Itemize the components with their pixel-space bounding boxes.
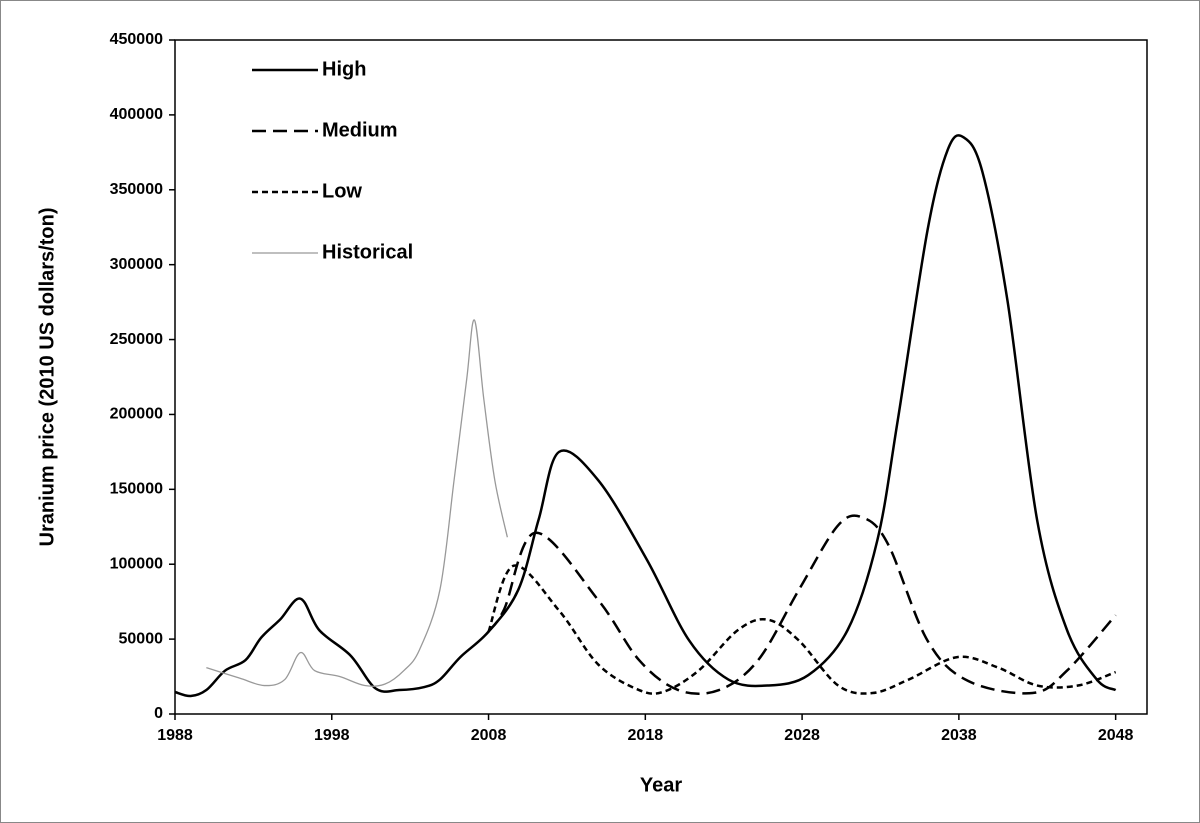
series-line xyxy=(206,319,508,687)
x-axis-label: Year xyxy=(640,774,682,796)
legend-label: High xyxy=(322,58,366,80)
x-tick-label: 1988 xyxy=(157,727,193,744)
x-tick-label: 2018 xyxy=(628,727,664,744)
series-line xyxy=(174,134,1117,698)
legend-label: Historical xyxy=(322,241,413,263)
x-tick-label: 2008 xyxy=(471,727,507,744)
y-tick-label: 400000 xyxy=(110,106,163,123)
plot-area xyxy=(174,39,1148,715)
x-tick-label: 2038 xyxy=(941,727,977,744)
legend-label: Low xyxy=(322,180,362,202)
y-tick-label: 100000 xyxy=(110,555,163,572)
x-tick-label: 1998 xyxy=(314,727,350,744)
y-tick-label: 50000 xyxy=(119,630,164,647)
x-tick-label: 2048 xyxy=(1098,727,1134,744)
y-tick-label: 450000 xyxy=(110,31,163,48)
series-line xyxy=(487,564,1117,695)
y-tick-label: 0 xyxy=(154,705,163,722)
y-tick-label: 200000 xyxy=(110,406,163,423)
y-axis-label: Uranium price (2010 US dollars/ton) xyxy=(36,208,58,547)
y-tick-label: 150000 xyxy=(110,481,163,498)
y-tick-label: 250000 xyxy=(110,331,163,348)
x-tick-label: 2028 xyxy=(784,727,820,744)
legend-label: Medium xyxy=(322,119,398,141)
series-line xyxy=(487,514,1117,696)
y-tick-label: 350000 xyxy=(110,181,163,198)
y-tick-label: 300000 xyxy=(110,256,163,273)
